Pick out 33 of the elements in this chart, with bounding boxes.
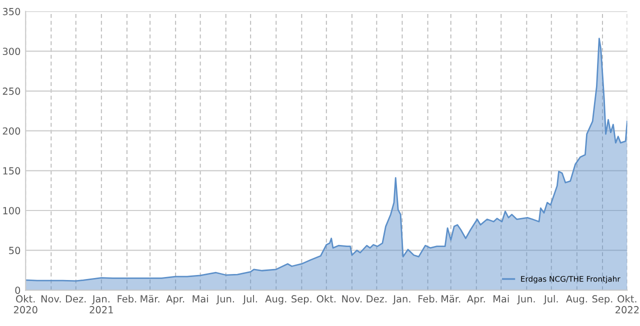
x-tick-label: Nov. bbox=[41, 295, 61, 303]
x-tick-label: Okt. bbox=[316, 295, 336, 303]
x-tick-label: Dez. bbox=[66, 295, 86, 303]
x-tick-label: Sep. bbox=[592, 295, 612, 304]
x-tick-label: Jan. bbox=[392, 295, 410, 304]
x-tick-label: Mär. bbox=[140, 295, 160, 303]
x-tick-label: Jun. bbox=[216, 295, 234, 304]
y-tick-label: 100 bbox=[3, 206, 20, 214]
x-tick-label: Jul. bbox=[242, 295, 257, 304]
x-tick-label: Jul. bbox=[543, 295, 558, 304]
x-tick-label: Okt. 2022 bbox=[616, 295, 639, 314]
x-tick-label: Mai bbox=[494, 295, 509, 303]
x-tick-label: Dez. bbox=[366, 295, 386, 303]
x-tick-label: Okt. 2020 bbox=[14, 295, 38, 314]
x-tick-label: Jan. 2021 bbox=[90, 295, 113, 314]
y-tick-label: 300 bbox=[2, 48, 20, 56]
x-tick-label: Aug. bbox=[265, 295, 286, 304]
x-tick-label: Feb. bbox=[418, 295, 437, 303]
y-tick-label: 50 bbox=[9, 246, 20, 254]
y-tick-label: 350 bbox=[2, 8, 20, 16]
x-tick-label: Apr. bbox=[166, 295, 184, 304]
y-tick-label: 150 bbox=[3, 167, 20, 175]
x-tick-label: Jun. bbox=[517, 295, 535, 304]
x-tick-label: Nov. bbox=[342, 295, 362, 303]
x-tick-label: Mär. bbox=[442, 295, 460, 303]
x-tick-label: Apr. bbox=[466, 295, 485, 304]
x-tick-label: Feb. bbox=[118, 295, 136, 303]
y-tick-label: 0 bbox=[15, 286, 20, 294]
y-tick-label: 250 bbox=[2, 88, 20, 95]
y-tick-label: 200 bbox=[2, 127, 20, 135]
x-tick-label: Mai bbox=[192, 295, 208, 303]
x-tick-label: Aug. bbox=[566, 295, 587, 304]
x-tick-label: Sep. bbox=[292, 295, 312, 304]
